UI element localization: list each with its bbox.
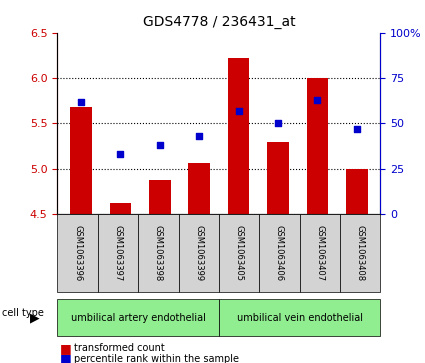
Point	[196, 133, 203, 139]
Text: ▶: ▶	[30, 311, 40, 324]
Text: percentile rank within the sample: percentile rank within the sample	[74, 354, 239, 363]
Text: transformed count: transformed count	[74, 343, 165, 354]
Text: cell type: cell type	[2, 308, 44, 318]
Text: ■: ■	[60, 342, 71, 355]
Text: GSM1063396: GSM1063396	[73, 225, 82, 281]
Bar	[149, 180, 170, 214]
Bar	[228, 58, 249, 214]
Bar	[110, 203, 131, 214]
Bar	[267, 142, 289, 214]
Text: GSM1063408: GSM1063408	[356, 225, 365, 281]
Text: GSM1063405: GSM1063405	[235, 225, 244, 281]
Text: GSM1063399: GSM1063399	[194, 225, 203, 281]
Text: GSM1063397: GSM1063397	[113, 225, 122, 281]
Bar	[70, 107, 92, 214]
Text: umbilical artery endothelial: umbilical artery endothelial	[71, 313, 206, 323]
Point	[156, 142, 163, 148]
Bar	[346, 169, 368, 214]
Bar	[306, 78, 328, 214]
Text: GSM1063406: GSM1063406	[275, 225, 284, 281]
Text: ■: ■	[60, 352, 71, 363]
Point	[78, 99, 85, 105]
Text: GSM1063407: GSM1063407	[315, 225, 324, 281]
Point	[314, 97, 321, 103]
Title: GDS4778 / 236431_at: GDS4778 / 236431_at	[142, 15, 295, 29]
Text: GSM1063398: GSM1063398	[154, 225, 163, 281]
Text: umbilical vein endothelial: umbilical vein endothelial	[237, 313, 363, 323]
Point	[275, 121, 281, 126]
Point	[235, 108, 242, 114]
Point	[353, 126, 360, 132]
Bar	[188, 163, 210, 214]
Point	[117, 151, 124, 157]
